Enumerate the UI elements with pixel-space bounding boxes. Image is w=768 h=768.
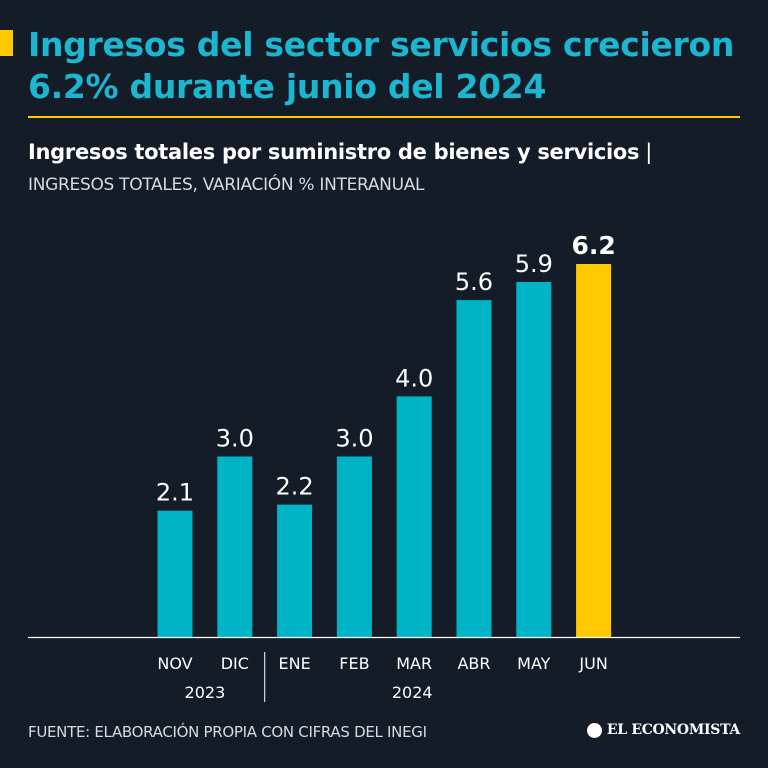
- x-tick-label-dic: DIC: [221, 654, 249, 673]
- x-tick-label-jun: JUN: [578, 654, 607, 673]
- bar-mar: [396, 396, 432, 637]
- x-tick-label-feb: FEB: [339, 654, 369, 673]
- source-note: FUENTE: ELABORACIÓN PROPIA CON CIFRAS DE…: [28, 723, 427, 741]
- subtitle-separator: |: [645, 140, 653, 164]
- x-tick-label-ene: ENE: [279, 654, 311, 673]
- x-tick-label-may: MAY: [517, 654, 551, 673]
- data-label-nov: 2.1: [156, 479, 194, 507]
- brand-logo: EL ECONOMISTA: [586, 720, 740, 740]
- bar-nov: [157, 510, 193, 637]
- bar-jun: [576, 264, 612, 637]
- data-label-mar: 4.0: [395, 364, 433, 392]
- chart-subtitle-line: Ingresos totales por suministro de biene…: [28, 138, 652, 166]
- x-tick-label-mar: MAR: [396, 654, 432, 673]
- brand-logo-icon: [586, 722, 602, 738]
- data-label-ene: 2.2: [276, 473, 314, 501]
- data-label-jun: 6.2: [571, 231, 615, 260]
- title-divider: [28, 116, 740, 118]
- bar-dic: [217, 456, 253, 637]
- data-label-feb: 3.0: [335, 425, 373, 453]
- data-label-may: 5.9: [515, 250, 553, 278]
- bar-ene: [277, 504, 313, 637]
- page-title: Ingresos del sector servicios crecieron …: [28, 25, 735, 106]
- bar-may: [516, 282, 552, 637]
- year-label-2024: 2024: [392, 683, 433, 702]
- x-tick-label-nov: NOV: [157, 654, 192, 673]
- x-tick-label-abr: ABR: [457, 654, 490, 673]
- title-accent-marker: [0, 30, 13, 56]
- year-label-2023: 2023: [185, 683, 226, 702]
- brand-name: EL ECONOMISTA: [606, 722, 740, 738]
- data-label-dic: 3.0: [216, 425, 254, 453]
- bar-abr: [456, 300, 492, 637]
- data-label-abr: 5.6: [455, 268, 493, 296]
- chart-subtitle: Ingresos totales por suministro de biene…: [28, 140, 640, 164]
- chart-unit-label: INGRESOS TOTALES, VARIACIÓN % INTERANUAL: [28, 175, 425, 195]
- bar-feb: [336, 456, 372, 637]
